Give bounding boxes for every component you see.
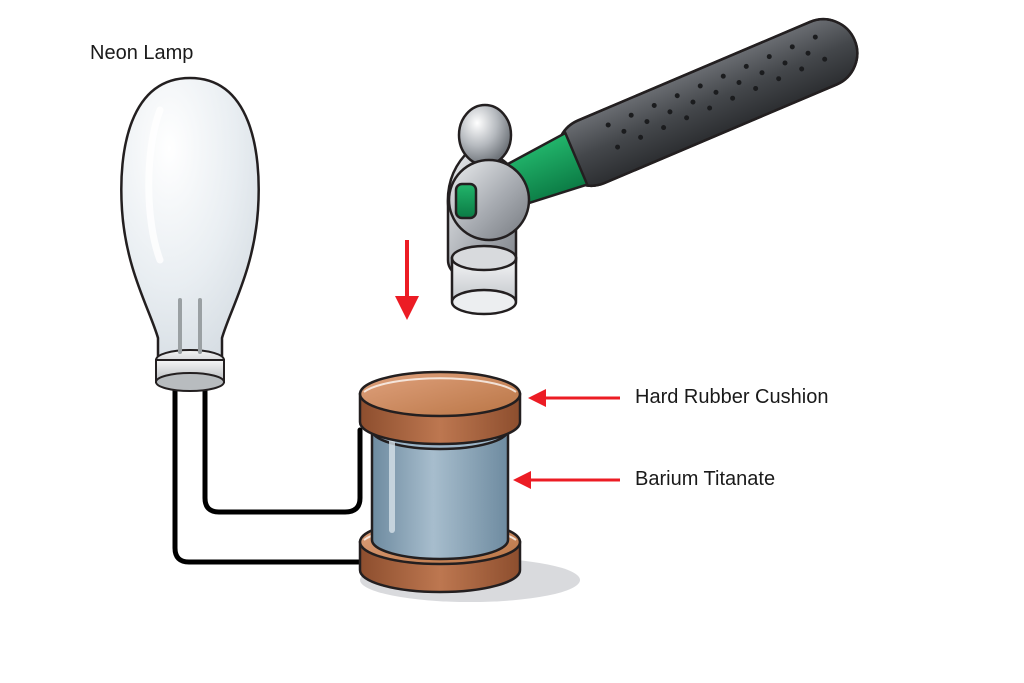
hammer xyxy=(448,9,868,314)
top-cushion xyxy=(360,372,520,444)
piezoelectric-diagram xyxy=(0,0,1024,683)
label-hard-rubber-cushion: Hard Rubber Cushion xyxy=(635,386,828,409)
label-neon-lamp: Neon Lamp xyxy=(90,42,193,65)
label-barium-titanate: Barium Titanate xyxy=(635,468,775,491)
neon-lamp xyxy=(121,78,258,391)
piezo-stack xyxy=(360,372,520,592)
